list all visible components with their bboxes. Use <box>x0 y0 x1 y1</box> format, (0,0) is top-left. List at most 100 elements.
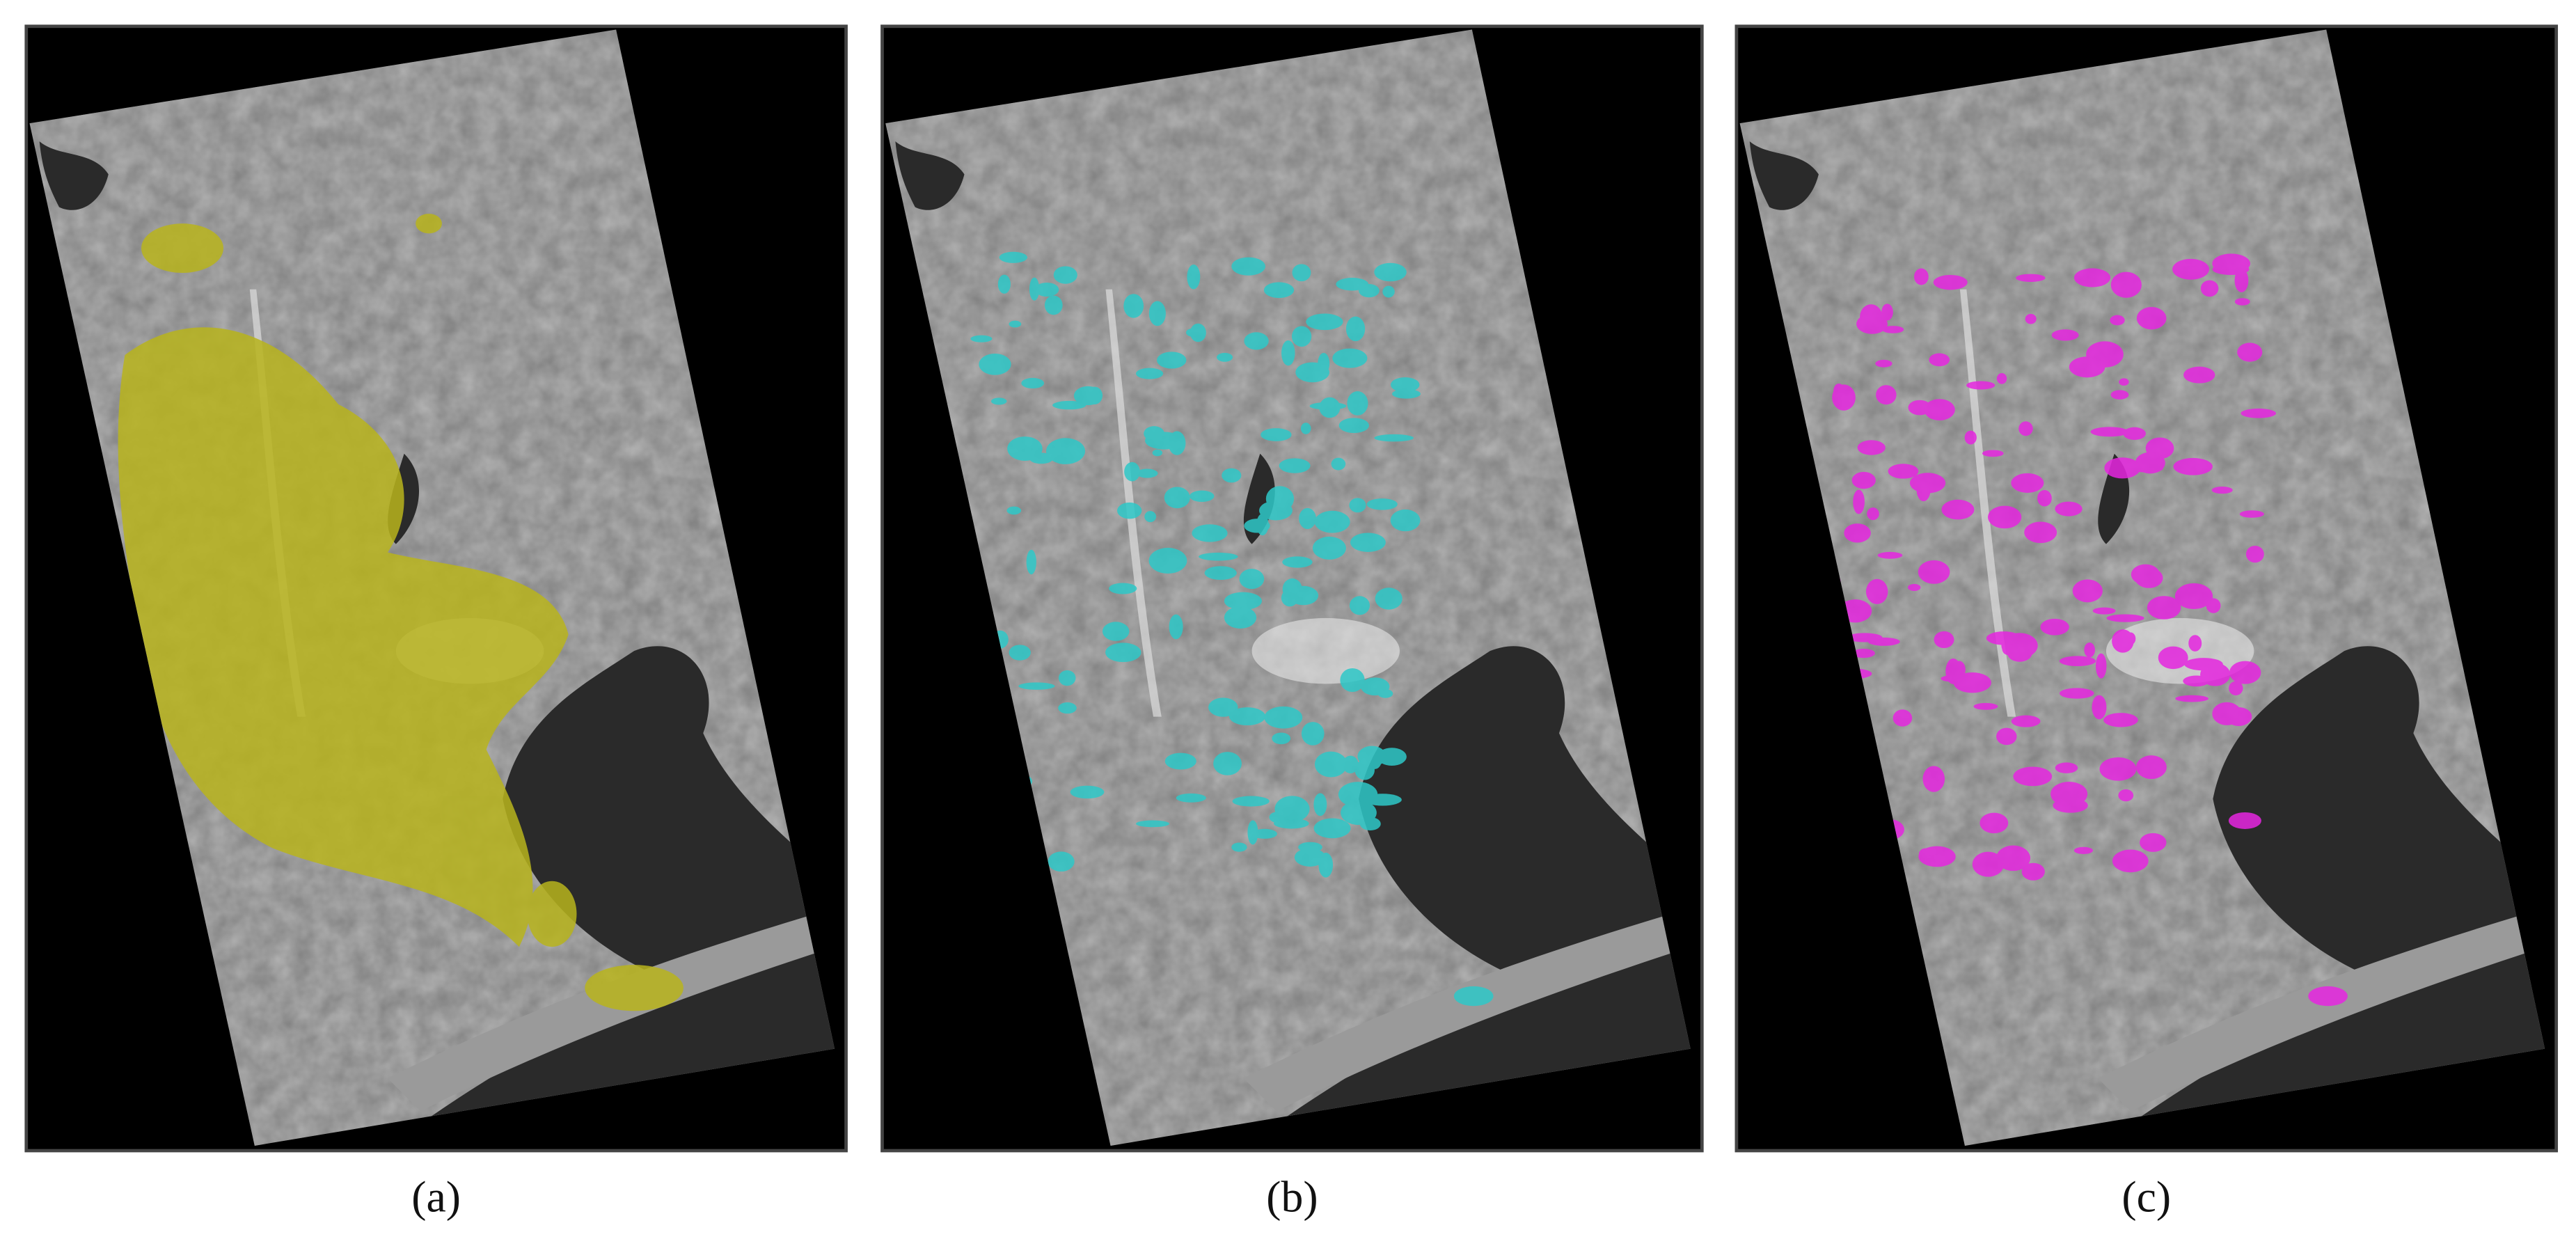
urban-patch <box>1148 301 1166 326</box>
urban-patch <box>1136 468 1158 478</box>
urban-patch <box>2200 663 2231 686</box>
urban-patch <box>1048 851 1075 872</box>
urban-patch <box>2200 280 2219 297</box>
urban-patch <box>1164 487 1190 509</box>
urban-patch <box>1973 702 1998 710</box>
urban-patch <box>1964 430 1977 445</box>
urban-patch <box>1354 759 1375 780</box>
urban-patch <box>2112 849 2149 873</box>
urban-patch <box>1291 326 1312 347</box>
urban-patch <box>1382 285 1395 298</box>
urban-patch <box>2123 427 2146 440</box>
urban-area <box>416 213 442 234</box>
urban-patch <box>1152 449 1162 457</box>
urban-patch <box>1045 438 1086 464</box>
urban-patch <box>1349 596 1370 615</box>
urban-patch <box>2140 833 2167 852</box>
urban-patch <box>1186 328 1199 337</box>
urban-patch <box>1924 399 1955 420</box>
urban-patch <box>1058 702 1077 714</box>
urban-patch <box>1966 381 1996 390</box>
urban-patch <box>1187 265 1201 290</box>
urban-area <box>118 327 569 947</box>
urban-patch <box>1267 710 1295 719</box>
urban-patch <box>1168 431 1186 455</box>
urban-patch <box>2106 614 2144 622</box>
urban-patch <box>1309 402 1347 410</box>
urban-patch <box>1190 323 1206 342</box>
urban-patch <box>2073 846 2094 854</box>
urban-patch <box>1907 583 1921 591</box>
urban-patch <box>2099 757 2137 781</box>
urban-patch <box>1893 709 1913 727</box>
urban-patch <box>1279 458 1311 473</box>
urban-area <box>527 881 577 947</box>
urban-patch <box>1860 304 1883 330</box>
urban-patch <box>2245 545 2264 563</box>
urban-patch <box>1073 386 1103 406</box>
urban-patch <box>1232 796 1270 807</box>
urban-patch <box>2002 642 2014 655</box>
panels <box>24 24 2558 1160</box>
urban-patch <box>2110 271 2142 298</box>
urban-patch <box>1953 672 1991 693</box>
urban-patch <box>1144 426 1164 441</box>
urban-patch <box>1390 377 1420 393</box>
classification-overlay <box>970 251 1494 1007</box>
urban-patch <box>2228 812 2261 829</box>
urban-patch <box>1176 793 1206 803</box>
urban-patch <box>1332 348 1368 368</box>
urban-patch <box>1164 752 1196 770</box>
urban-patch <box>2104 457 2141 479</box>
urban-patch <box>2095 653 2107 679</box>
urban-patch <box>2092 695 2107 720</box>
urban-patch <box>1909 473 1946 494</box>
urban-patch <box>1124 462 1140 482</box>
urban-patch <box>1029 277 1040 301</box>
urban-patch <box>1314 510 1350 533</box>
urban-patch <box>2234 298 2250 306</box>
urban-patch <box>2211 486 2233 494</box>
urban-patch <box>1349 498 1366 513</box>
urban-patch <box>1867 507 1879 521</box>
urban-patch <box>1366 498 1398 510</box>
urban-patch <box>2037 489 2052 507</box>
urban-patch <box>2158 646 2188 670</box>
urban-patch <box>1982 450 2004 457</box>
urban-patch <box>1239 569 1265 590</box>
urban-patch <box>2050 781 2088 807</box>
urban-patch <box>2092 607 2116 615</box>
urban-patch <box>1244 332 1269 350</box>
urban-patch <box>1295 362 1329 383</box>
urban-patch <box>2118 789 2134 802</box>
urban-patch <box>1231 257 1265 276</box>
urban-patch <box>1313 818 1351 839</box>
urban-patch <box>2234 269 2249 292</box>
urban-patch <box>1292 264 1311 282</box>
urban-patch <box>2103 713 2138 727</box>
urban-patch <box>1105 642 1141 663</box>
urban-patch <box>1294 848 1326 867</box>
urban-patch <box>1350 533 1386 552</box>
urban-patch <box>1377 689 1393 698</box>
urban-patch <box>2131 564 2160 585</box>
urban-area <box>141 223 224 274</box>
urban-patch <box>1340 668 1365 692</box>
urban-patch <box>2136 307 2167 330</box>
urban-area <box>585 965 683 1011</box>
urban-patch <box>1832 384 1856 411</box>
urban-patch <box>2174 583 2213 609</box>
urban-patch <box>1213 752 1242 775</box>
urban-patch <box>1988 505 2022 529</box>
urban-patch <box>1876 385 1897 405</box>
urban-patch <box>1342 755 1359 774</box>
urban-patch <box>2013 766 2053 787</box>
urban-patch <box>1263 282 1295 299</box>
urban-patch <box>1135 368 1164 379</box>
urban-patch <box>1374 262 1407 282</box>
urban-patch <box>2018 421 2033 436</box>
urban-patch <box>1374 434 1414 442</box>
urban-patch <box>1009 320 1022 328</box>
urban-patch <box>2135 755 2167 780</box>
